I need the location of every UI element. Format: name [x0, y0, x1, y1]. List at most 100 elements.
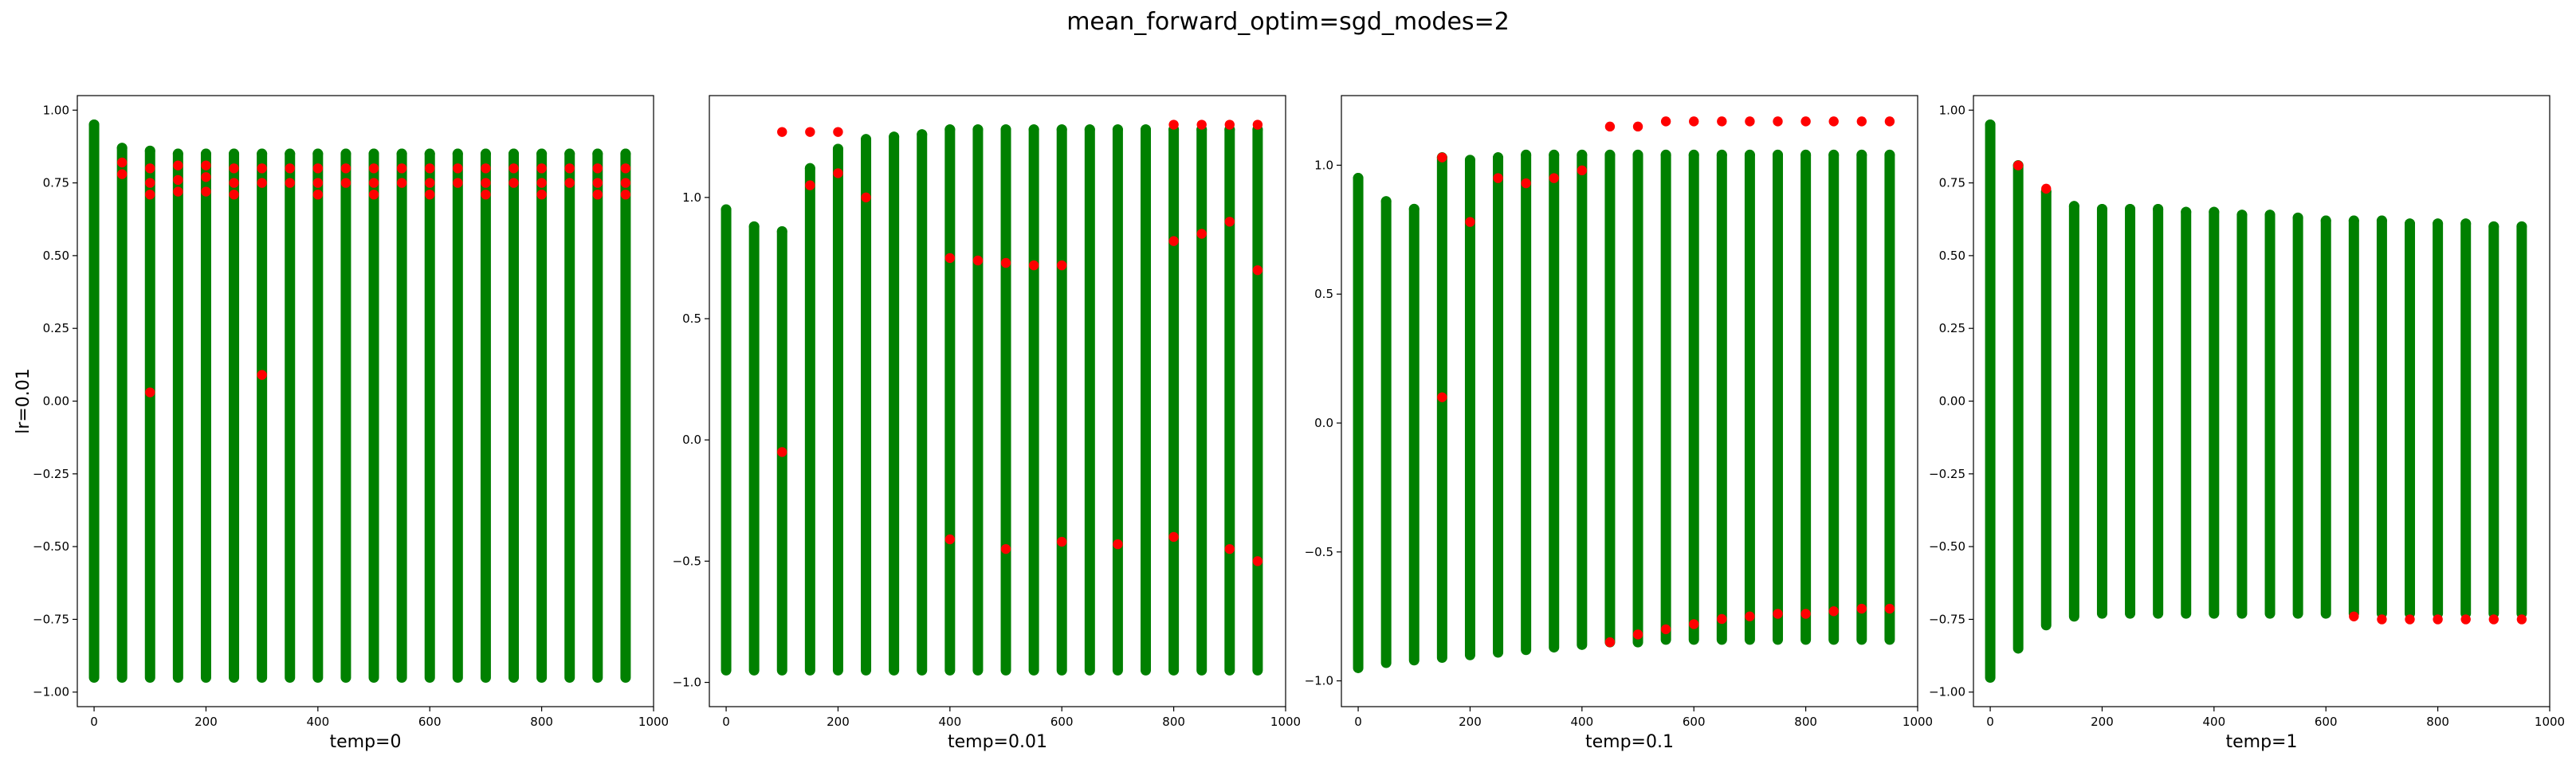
x-tick-label: 0	[90, 715, 98, 729]
data-point-red	[368, 163, 379, 174]
data-point-red	[1224, 217, 1235, 227]
data-point	[1112, 124, 1123, 135]
x-tick-label: 0	[1986, 715, 1994, 729]
data-point-red	[1493, 173, 1503, 183]
data-point-red	[833, 168, 843, 178]
x-axis-label: temp=1	[2226, 732, 2298, 752]
data-point-red	[777, 127, 787, 137]
data-point	[748, 221, 760, 232]
x-tick-label: 800	[530, 715, 553, 729]
data-point-red	[257, 370, 267, 380]
data-point-red	[1196, 119, 1207, 130]
data-point-red	[285, 178, 295, 188]
data-point-red	[1884, 116, 1895, 127]
data-point-red	[1604, 121, 1616, 132]
data-point-red	[1252, 119, 1263, 130]
data-point	[564, 148, 575, 159]
data-point-red	[173, 186, 183, 197]
y-tick-label: 0.5	[1314, 287, 1333, 301]
data-point-red	[1660, 624, 1671, 635]
y-tick-label: 1.0	[1314, 158, 1333, 172]
data-point	[480, 148, 491, 159]
data-point-red	[2041, 183, 2052, 194]
data-point-red	[2377, 614, 2387, 625]
data-point	[1549, 149, 1560, 160]
data-point-red	[145, 189, 155, 200]
y-tick-label: 0.25	[43, 321, 69, 335]
x-tick-label: 1000	[638, 715, 669, 729]
y-tick-label: −0.5	[673, 554, 701, 568]
data-point	[2320, 215, 2331, 226]
data-point-red	[536, 189, 547, 200]
x-tick-label: 200	[827, 715, 850, 729]
y-tick-label: 1.0	[682, 190, 701, 205]
data-point	[1464, 155, 1475, 166]
data-point-red	[1884, 603, 1895, 614]
data-point	[2096, 203, 2107, 214]
x-tick-label: 600	[2315, 715, 2338, 729]
y-tick-label: −0.75	[33, 612, 69, 626]
data-point	[1856, 149, 1867, 160]
data-point	[1000, 124, 1011, 135]
y-tick-label: −0.50	[1929, 539, 1965, 554]
data-point	[88, 119, 100, 131]
data-point-red	[285, 163, 295, 174]
data-point	[1632, 149, 1643, 160]
x-tick-label: 600	[418, 715, 442, 729]
x-tick-label: 600	[1683, 715, 1706, 729]
x-tick-label: 800	[1794, 715, 1817, 729]
data-point-red	[312, 178, 324, 188]
data-point-red	[1689, 619, 1699, 629]
data-point-red	[1632, 121, 1643, 132]
data-point-red	[1252, 556, 1263, 566]
y-tick-label: −0.75	[1929, 612, 1965, 626]
data-point	[1773, 149, 1784, 160]
data-point	[509, 148, 520, 159]
data-point-red	[481, 163, 491, 174]
data-point-red	[229, 178, 239, 188]
data-point-red	[1717, 613, 1727, 625]
data-point	[2405, 218, 2416, 229]
data-point-red	[201, 172, 211, 182]
data-point-red	[1057, 260, 1067, 271]
data-point	[452, 148, 463, 159]
data-point	[285, 148, 296, 159]
data-point	[1884, 149, 1895, 160]
x-tick-label: 400	[307, 715, 330, 729]
data-point-red	[453, 178, 463, 188]
data-point-red	[592, 189, 603, 200]
data-point-red	[481, 189, 491, 200]
data-point-red	[2349, 611, 2359, 621]
data-point	[368, 148, 379, 159]
x-tick-label: 800	[2426, 715, 2449, 729]
y-tick-label: 0.75	[1939, 176, 1965, 190]
data-point-red	[944, 534, 956, 545]
data-point-red	[1856, 603, 1867, 614]
data-point-red	[201, 160, 211, 170]
data-point-red	[833, 127, 843, 137]
data-point-red	[1465, 217, 1475, 227]
data-point-red	[564, 163, 575, 174]
x-tick-label: 400	[2203, 715, 2226, 729]
data-point	[2125, 203, 2136, 214]
data-point-red	[592, 178, 603, 188]
data-point-red	[1028, 260, 1039, 271]
y-tick-label: −0.25	[33, 467, 69, 481]
data-point	[2264, 210, 2276, 221]
data-point-red	[396, 178, 407, 188]
data-point-red	[2488, 614, 2499, 625]
data-point-red	[368, 189, 379, 200]
data-point	[944, 124, 956, 135]
data-point-red	[509, 163, 519, 174]
data-point	[2376, 215, 2387, 226]
y-tick-label: 0.50	[1939, 249, 1965, 263]
data-point-red	[2460, 614, 2471, 625]
data-point	[2516, 221, 2527, 232]
y-tick-label: 0.00	[1939, 394, 1965, 409]
y-tick-label: 0.25	[1939, 321, 1965, 335]
data-point-red	[1745, 116, 1755, 127]
data-point-red	[1632, 629, 1643, 640]
data-point-red	[1604, 637, 1616, 648]
y-tick-label: −1.0	[673, 676, 701, 690]
data-point-red	[145, 178, 155, 188]
